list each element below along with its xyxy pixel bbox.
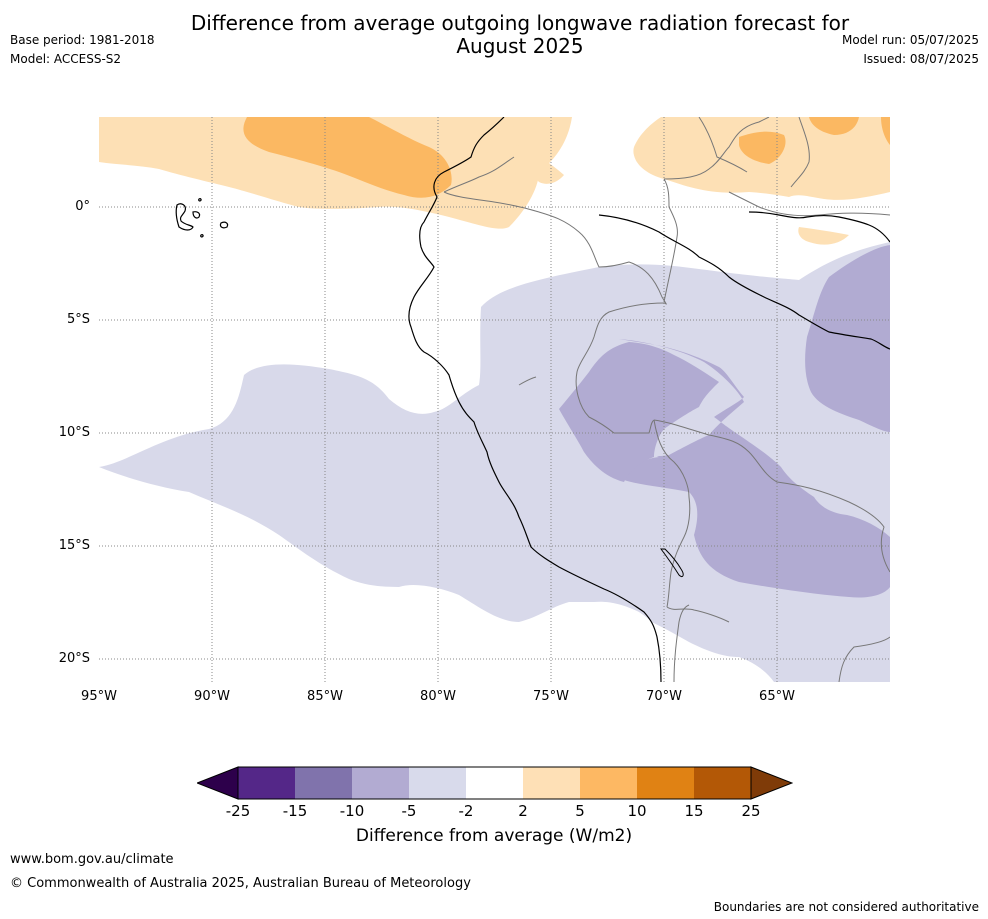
ylabel-5s: 5°S — [66, 312, 90, 327]
issued-date: Issued: 08/07/2025 — [863, 52, 979, 66]
coastline-venezuela-north — [748, 211, 890, 243]
colorbar-tick-10: 10 — [627, 802, 647, 820]
model-name: Model: ACCESS-S2 — [10, 52, 122, 66]
anomaly-region-light-orange-2 — [449, 149, 516, 185]
border-chile-argentina — [673, 604, 690, 682]
anomaly-region-mid-orange-3 — [809, 117, 859, 135]
colorbar-segment-3 — [352, 767, 409, 799]
xlabel-85w: 85°W — [307, 689, 343, 704]
colorbar-segment-7 — [580, 767, 637, 799]
coastline-pacific — [408, 117, 662, 682]
colorbar-tick-m25: -25 — [225, 802, 251, 820]
anomaly-region-light-orange-1 — [99, 117, 572, 229]
border-coast-stub — [518, 376, 537, 386]
title-line-2: August 2025 — [456, 34, 584, 58]
border-bolivia-chile — [666, 606, 730, 623]
lake-outline — [660, 548, 684, 578]
xlabel-65w: 65°W — [759, 689, 795, 704]
border-peru-colombia — [443, 191, 667, 305]
xlabel-80w: 80°W — [420, 689, 456, 704]
page-title: Difference from average outgoing longwav… — [150, 12, 890, 58]
xlabel-70w: 70°W — [646, 689, 682, 704]
border-venezuela-brazil — [728, 191, 890, 217]
anomaly-region-mid-purple-2 — [559, 342, 719, 482]
ylabel-10s: 10°S — [58, 425, 90, 440]
title-line-1: Difference from average outgoing longwav… — [190, 11, 850, 35]
border-venezuela-inner — [698, 117, 748, 173]
ylabel-15s: 15°S — [58, 538, 90, 553]
island-floreana — [199, 234, 204, 238]
footer-copyright: © Commonwealth of Australia 2025, Austra… — [10, 876, 471, 891]
footer-disclaimer: Boundaries are not considered authoritat… — [713, 900, 979, 914]
island-isabela — [175, 203, 194, 231]
colorbar — [195, 766, 794, 804]
border-ecuador-colombia — [443, 156, 515, 193]
xlabel-95w: 95°W — [81, 689, 117, 704]
coastlines — [408, 117, 890, 682]
anomaly-region-mid-purple-3 — [805, 245, 890, 432]
coastline-north-atlantic — [598, 214, 890, 350]
anomaly-region-mid-orange-2 — [739, 131, 786, 164]
border-paraguay — [838, 636, 890, 682]
ylabel-20s: 20°S — [58, 651, 90, 666]
colorbar-extend-low — [195, 766, 239, 800]
map-gridlines — [99, 117, 890, 682]
colorbar-tick-m2: -2 — [458, 802, 474, 820]
ylabel-0: 0° — [75, 199, 90, 214]
colorbar-tick-m10: -10 — [339, 802, 365, 820]
anomaly-region-light-orange-5 — [798, 227, 849, 245]
border-colombia-venezuela-north — [663, 117, 770, 180]
base-period: Base period: 1981-2018 — [10, 33, 155, 47]
colorbar-svg — [195, 766, 794, 800]
footer-url[interactable]: www.bom.gov.au/climate — [10, 852, 174, 867]
border-guyana — [790, 117, 810, 188]
colorbar-tick-2: 2 — [518, 802, 528, 820]
colorbar-segment-8 — [637, 767, 694, 799]
colorbar-tick-m5: -5 — [401, 802, 417, 820]
colorbar-segment-5 — [466, 767, 523, 799]
colorbar-segment-1 — [238, 767, 295, 799]
colorbar-tick-25: 25 — [741, 802, 761, 820]
border-colombia-venezuela — [663, 178, 678, 303]
anomaly-region-light-purple — [99, 242, 890, 682]
anomaly-gap-south — [594, 602, 774, 682]
map-svg — [99, 117, 890, 682]
colorbar-extend-high — [750, 766, 794, 800]
colorbar-segment-9 — [694, 767, 751, 799]
border-bolivia-brazil — [653, 419, 890, 573]
anomaly-region-light-orange-6 — [509, 145, 564, 184]
colorbar-segment-4 — [409, 767, 466, 799]
colorbar-title: Difference from average (W/m2) — [355, 826, 633, 846]
colorbar-outline — [237, 766, 752, 800]
colorbar-tick-5: 5 — [575, 802, 585, 820]
island-santiago — [197, 198, 202, 202]
anomaly-region-mid-orange-4 — [881, 117, 890, 145]
lake-titicaca — [660, 548, 684, 578]
xlabel-90w: 90°W — [194, 689, 230, 704]
colorbar-segment-2 — [295, 767, 352, 799]
galapagos-islands — [175, 198, 229, 238]
colorbar-tick-15: 15 — [684, 802, 704, 820]
border-peru-brazil — [575, 302, 666, 434]
map-panel — [99, 117, 890, 682]
border-bolivia-peru — [653, 419, 691, 608]
colorbar-segment-6 — [523, 767, 580, 799]
anomaly-region-mid-orange-1 — [243, 117, 452, 198]
xlabel-75w: 75°W — [533, 689, 569, 704]
model-run: Model run: 05/07/2025 — [841, 33, 979, 47]
island-santa-cruz — [192, 211, 201, 219]
country-borders — [443, 117, 890, 682]
island-san-cristobal — [219, 221, 229, 229]
colorbar-tick-m15: -15 — [282, 802, 308, 820]
anomaly-region-mid-purple-1 — [619, 339, 890, 598]
